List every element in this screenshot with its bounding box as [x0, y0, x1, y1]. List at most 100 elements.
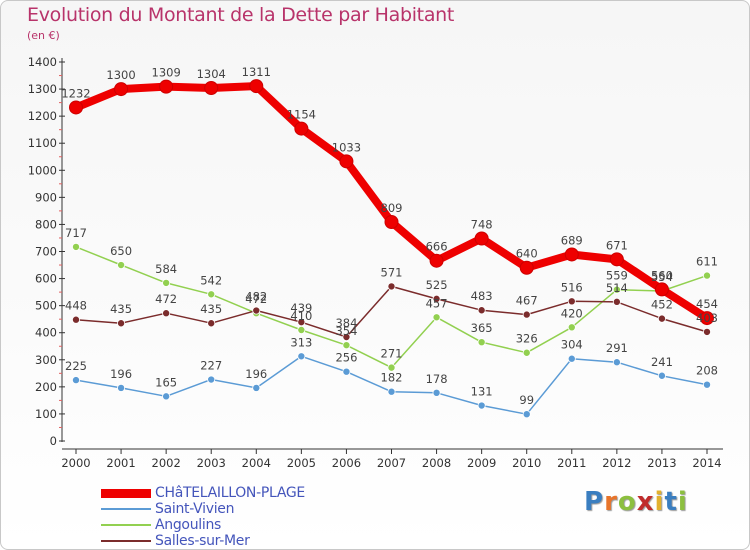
data-label: 1311	[242, 65, 271, 79]
data-label: 542	[200, 273, 222, 287]
data-label: 225	[65, 359, 87, 373]
logo-letter: i	[677, 487, 688, 517]
data-point	[477, 306, 486, 315]
data-point	[207, 290, 216, 299]
logo-letter: r	[604, 487, 618, 517]
y-tick-label: 1300	[28, 82, 57, 96]
legend-item: Angoulins	[101, 517, 305, 533]
data-point	[117, 319, 126, 328]
data-point	[117, 261, 126, 270]
data-point	[114, 82, 129, 97]
x-tick-label: 2004	[242, 456, 271, 470]
data-label: 454	[696, 297, 718, 311]
data-label: 439	[290, 301, 312, 315]
legend-label: CHâTELAILLON-PLAGE	[155, 485, 305, 501]
data-label: 689	[561, 233, 583, 247]
x-tick-label: 2003	[197, 456, 226, 470]
data-point	[387, 363, 396, 372]
data-point	[72, 315, 81, 324]
data-label: 452	[651, 298, 673, 312]
data-point	[159, 79, 174, 94]
data-point	[249, 79, 264, 94]
data-label: 196	[245, 367, 267, 381]
data-label: 435	[110, 302, 132, 316]
data-point	[657, 371, 666, 380]
x-tick-label: 2013	[647, 456, 676, 470]
y-tick-label: 0	[50, 434, 57, 448]
x-tick-label: 2001	[106, 456, 135, 470]
data-point	[654, 282, 669, 297]
data-label: 559	[606, 269, 628, 283]
data-point	[294, 121, 309, 136]
data-point	[384, 214, 399, 229]
data-point	[522, 348, 531, 357]
logo-letter: x	[636, 487, 655, 517]
x-tick-label: 2008	[422, 456, 451, 470]
data-label: 472	[155, 292, 177, 306]
legend-swatch	[101, 524, 151, 526]
data-point	[342, 333, 351, 342]
legend-item: CHâTELAILLON-PLAGE	[101, 485, 305, 501]
data-point	[612, 297, 621, 306]
logo-letter: t	[664, 487, 678, 517]
y-tick-label: 1200	[28, 109, 57, 123]
chart-title: Evolution du Montant de la Dette par Hab…	[27, 4, 455, 26]
data-point	[162, 392, 171, 401]
data-point	[567, 297, 576, 306]
data-point	[612, 358, 621, 367]
data-label: 671	[606, 238, 628, 252]
data-label: 482	[245, 290, 267, 304]
data-point	[567, 323, 576, 332]
data-label: 472	[245, 292, 267, 306]
data-point	[204, 80, 219, 95]
data-label: 640	[516, 247, 538, 261]
y-tick-label: 700	[35, 245, 57, 259]
data-label: 326	[516, 332, 538, 346]
data-label: 241	[651, 355, 673, 369]
data-label: 178	[426, 372, 448, 386]
legend-label: Salles-sur-Mer	[155, 533, 250, 549]
data-point	[342, 367, 351, 376]
data-point	[162, 278, 171, 287]
data-point	[387, 282, 396, 291]
y-tick-label: 800	[35, 217, 57, 231]
data-label: 410	[290, 309, 312, 323]
data-point	[252, 306, 261, 315]
data-labels: 225 196 165 227 196 313 256 182 178 131 99 304 291 24…	[61, 65, 718, 407]
logo-letter: P	[584, 487, 605, 517]
data-label: 165	[155, 375, 177, 389]
x-tick-label: 2012	[602, 456, 631, 470]
legend-swatch	[101, 508, 151, 510]
legend: CHâTELAILLON-PLAGE Saint-Vivien Angoulins S…	[101, 485, 305, 549]
data-point	[297, 326, 306, 335]
x-tick-label: 2007	[377, 456, 406, 470]
x-tick-label: 2005	[287, 456, 316, 470]
legend-item: Saint-Vivien	[101, 501, 305, 517]
data-point	[519, 260, 534, 275]
data-label: 403	[696, 311, 718, 325]
data-point	[703, 380, 712, 389]
data-label: 666	[426, 240, 448, 254]
data-label: 1309	[152, 66, 181, 80]
data-point	[432, 313, 441, 322]
data-label: 467	[516, 294, 538, 308]
data-label: 584	[155, 262, 177, 276]
y-tick-label: 900	[35, 190, 57, 204]
chart-axes: 0 100 200 300 400 500 600 700 800 900 1000 1100 1200…	[28, 55, 723, 470]
data-label: 182	[381, 371, 403, 385]
data-label: 304	[561, 338, 583, 352]
data-label: 611	[696, 255, 718, 269]
data-point	[69, 100, 83, 115]
x-tick-label: 2002	[152, 456, 181, 470]
data-point	[703, 327, 712, 336]
data-point	[117, 383, 126, 392]
data-label: 483	[471, 289, 493, 303]
data-point	[207, 319, 216, 328]
data-point	[432, 294, 441, 303]
data-label: 1232	[61, 86, 90, 100]
data-label: 560	[651, 268, 673, 282]
data-label: 196	[110, 367, 132, 381]
data-label: 435	[200, 302, 222, 316]
y-tick-label: 200	[35, 380, 57, 394]
data-label: 516	[561, 280, 583, 294]
